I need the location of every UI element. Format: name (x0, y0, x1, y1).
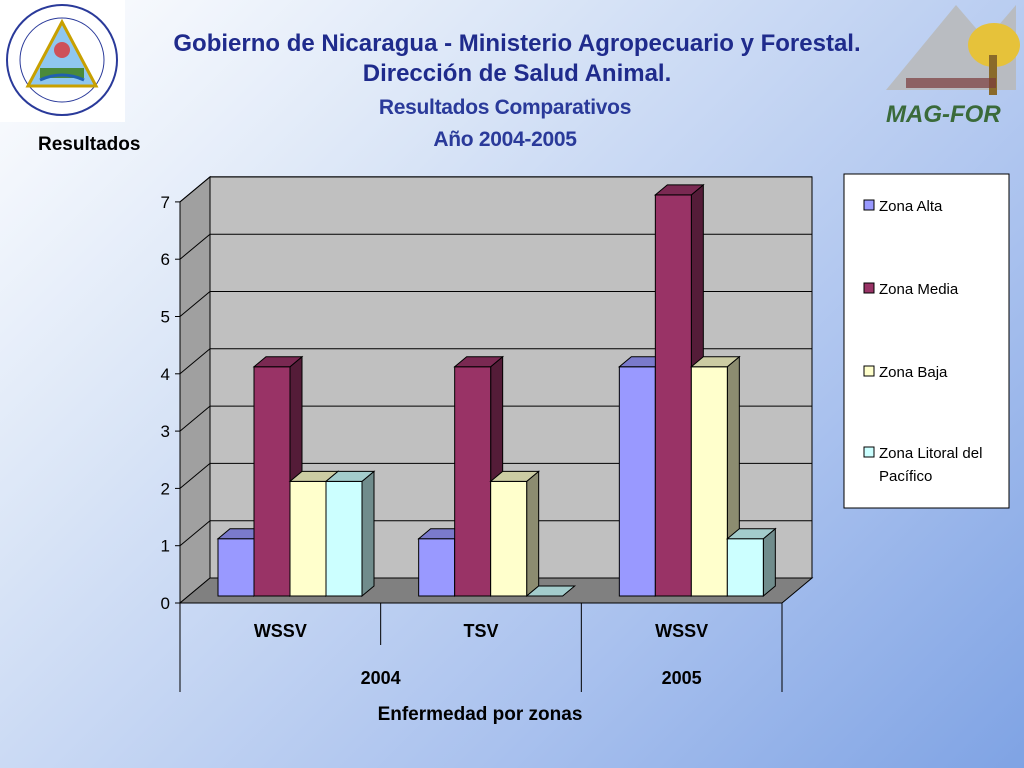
bar-top (453, 356, 505, 368)
gridline-side (179, 291, 211, 317)
chart-title: Resultados Comparativos (378, 96, 632, 119)
legend-item: Zona Alta (863, 198, 943, 215)
bar (525, 585, 577, 597)
legend-item: Zona Litoral del Pacífico (863, 445, 982, 485)
legend-swatch (863, 282, 875, 294)
magfor-logo-text: MAG-FOR (886, 101, 1001, 128)
bar (653, 183, 705, 598)
bar-front (418, 538, 456, 597)
legend-label: Pacífico (879, 468, 932, 485)
y-tick-label: 6 (161, 250, 170, 269)
magfor-logo: MAG-FOR (876, 0, 1024, 135)
y-tick-label: 0 (161, 594, 170, 613)
y-axis-label: Resultados (38, 134, 141, 155)
bar-top (725, 528, 777, 540)
bar-side (526, 470, 540, 598)
bar-front (289, 480, 327, 597)
nicaragua-coat-of-arms-icon (6, 4, 118, 116)
y-tick-label: 7 (161, 193, 170, 212)
x-group-label: 2004 (361, 668, 401, 688)
y-tick-label: 5 (161, 308, 170, 327)
slide-subtitle: Dirección de Salud Animal. (362, 60, 672, 87)
legend-item: Zona Media (863, 281, 959, 298)
legend-label: Zona Alta (879, 198, 943, 215)
legend-swatch (863, 446, 875, 458)
bar-front (454, 366, 492, 597)
bar-top (525, 585, 577, 597)
x-tick-label: WSSV (254, 621, 307, 641)
y-tick-label: 3 (161, 422, 170, 441)
x-tick-label: TSV (463, 621, 498, 641)
x-group-label: 2005 (662, 668, 702, 688)
y-tick-label: 4 (161, 365, 170, 384)
x-axis-label: Enfermedad por zonas (377, 704, 583, 725)
legend-swatch (863, 199, 875, 211)
bar-top (653, 184, 705, 196)
bar-top (489, 470, 541, 482)
bar-front (253, 366, 291, 597)
bar (324, 470, 376, 598)
x-tick-label: WSSV (655, 621, 708, 641)
bar-front (490, 480, 528, 597)
bar-front (726, 538, 764, 597)
bar (725, 527, 777, 598)
bar-front (618, 366, 656, 597)
legend-label: Zona Media (879, 281, 959, 298)
bar-top (324, 470, 376, 482)
gridline-side (179, 176, 211, 203)
bar-front (217, 538, 255, 597)
legend-item: Zona Baja (863, 364, 948, 381)
bar-front (690, 366, 728, 597)
bar-top (689, 356, 741, 368)
coat-of-arms-logo (0, 0, 125, 122)
legend-label: Zona Litoral del (879, 445, 982, 462)
y-tick-label: 1 (161, 537, 170, 556)
bar (689, 355, 741, 598)
chart-subtitle: Año 2004-2005 (433, 128, 577, 151)
gridline-side (179, 463, 211, 489)
gridline-side (179, 520, 211, 547)
y-tick-label: 2 (161, 479, 170, 498)
bar-front (654, 194, 692, 597)
bar (489, 470, 541, 598)
bar-side (762, 527, 776, 598)
gridline-side (179, 348, 211, 375)
gridline-side (179, 233, 211, 260)
gridline-side (179, 405, 211, 432)
slide-title: Gobierno de Nicaragua - Ministerio Agrop… (173, 30, 861, 57)
magfor-logo-icon: MAG-FOR (886, 5, 1020, 128)
bar-top (252, 356, 304, 368)
bar (252, 355, 304, 598)
bar-front (325, 480, 363, 597)
bar-side (361, 470, 375, 598)
legend-label: Zona Baja (879, 364, 948, 381)
side-wall (179, 175, 211, 605)
legend-swatch (863, 365, 875, 377)
